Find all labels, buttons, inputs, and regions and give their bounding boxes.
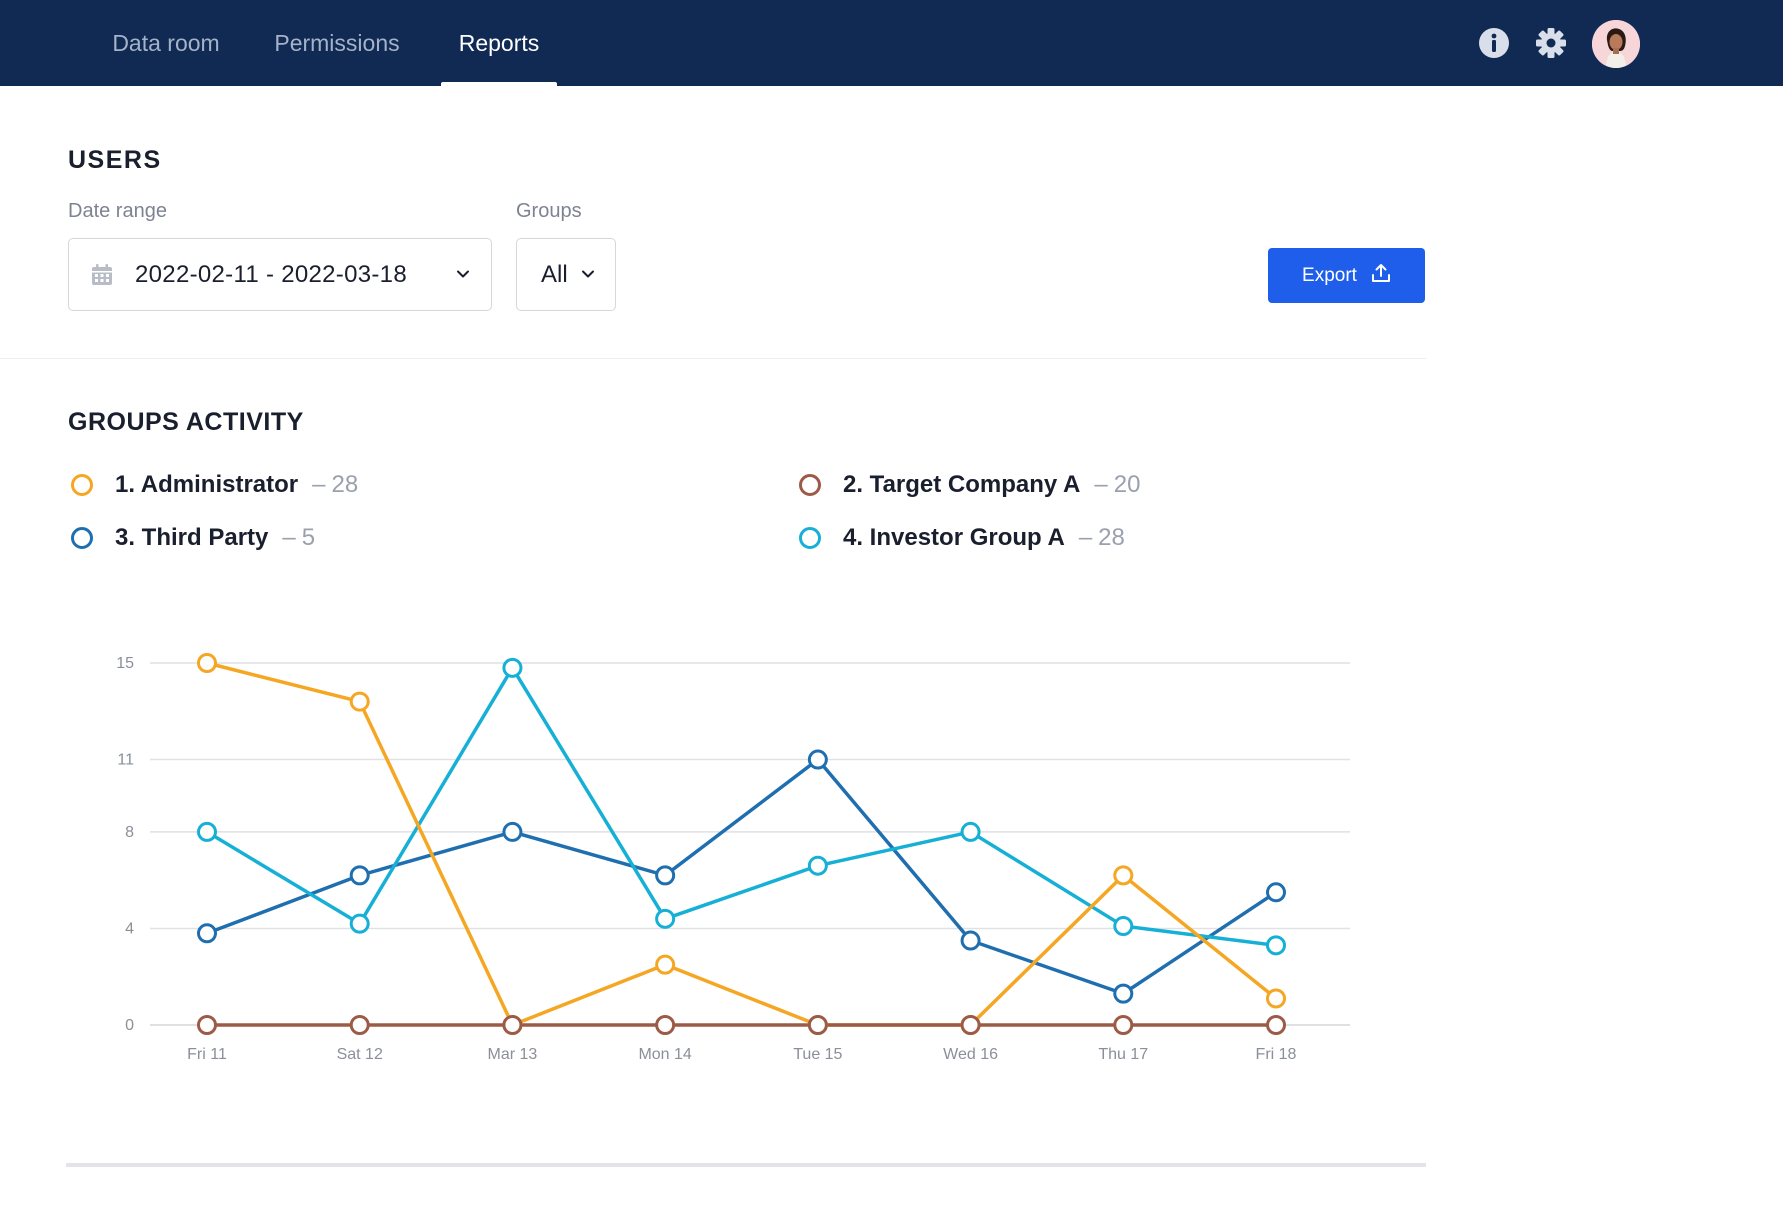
legend-marker (71, 527, 93, 549)
tab-data-room[interactable]: Data room (112, 29, 220, 56)
x-tick-label: Thu 17 (1098, 1046, 1148, 1063)
chevron-down-icon (580, 266, 596, 287)
data-point (960, 821, 981, 842)
data-point (502, 1015, 523, 1035)
groups-value: All (541, 261, 568, 288)
x-tick-label: Fri 18 (1256, 1046, 1297, 1063)
y-tick-label: 11 (117, 752, 134, 769)
data-point (1113, 916, 1134, 937)
data-point (1113, 865, 1134, 886)
x-tick-label: Mar 13 (488, 1046, 538, 1063)
x-tick-label: Mon 14 (638, 1046, 691, 1063)
data-point (349, 1015, 370, 1035)
data-point (1266, 988, 1286, 1009)
legend-item: 4. Investor Group A – 28 (799, 523, 1125, 553)
data-point (197, 923, 217, 944)
legend-name: 3. Third Party (115, 524, 269, 551)
data-point (1266, 882, 1286, 903)
legend-separator: – (312, 471, 326, 498)
bottom-divider (66, 1163, 1426, 1167)
data-point (1113, 1015, 1134, 1035)
data-point (807, 855, 828, 876)
groups-label: Groups (516, 200, 582, 222)
data-point (197, 1015, 217, 1035)
export-label: Export (1302, 264, 1357, 286)
legend-marker (799, 474, 821, 496)
legend-item: 2. Target Company A – 20 (799, 470, 1140, 500)
top-nav-bar: Data room Permissions Reports (0, 0, 1783, 86)
data-point (502, 821, 523, 842)
date-range-value: 2022-02-11 - 2022-03-18 (135, 261, 407, 288)
data-point (1266, 1015, 1286, 1035)
legend-count: 5 (301, 524, 316, 551)
section-divider (0, 358, 1426, 359)
data-point (807, 1015, 828, 1035)
x-tick-label: Tue 15 (793, 1046, 842, 1063)
legend-name: 1. Administrator (115, 471, 299, 498)
data-point (197, 653, 217, 673)
data-point (655, 865, 676, 886)
data-point (349, 691, 370, 712)
calendar-icon (91, 264, 113, 291)
legend-name: 2. Target Company A (843, 471, 1081, 498)
data-point (960, 930, 981, 951)
legend-count: 28 (331, 471, 359, 498)
data-point (349, 913, 370, 934)
legend-separator: – (282, 524, 296, 551)
legend-separator: – (1094, 471, 1108, 498)
x-tick-label: Sat 12 (337, 1046, 383, 1063)
data-point (349, 865, 370, 886)
date-range-select[interactable]: 2022-02-11 - 2022-03-18 (68, 238, 492, 311)
legend-count: 28 (1098, 524, 1125, 551)
groups-activity-line-chart: 0 4 8 11 15 Fri 11 Sat 12 Mar 13 Mon 14 Tue 15 Wed… (116, 653, 1350, 1063)
data-point (807, 749, 828, 770)
info-icon[interactable] (1476, 25, 1512, 61)
data-point (655, 954, 676, 975)
groups-activity-title: GROUPS ACTIVITY (68, 408, 304, 436)
y-tick-label: 15 (116, 655, 134, 672)
date-range-label: Date range (68, 200, 167, 222)
data-point (960, 1015, 981, 1035)
data-point (655, 1015, 676, 1035)
data-point (197, 821, 217, 842)
chevron-down-icon (455, 266, 471, 287)
upload-icon (1371, 263, 1391, 289)
gear-icon[interactable] (1533, 25, 1569, 61)
series-line (206, 757, 1277, 996)
legend-count: 20 (1113, 471, 1141, 498)
export-button[interactable]: Export (1268, 248, 1425, 303)
tab-reports[interactable]: Reports (441, 0, 557, 86)
x-tick-label: Wed 16 (943, 1046, 998, 1063)
legend-name: 4. Investor Group A (843, 524, 1065, 551)
y-tick-label: 0 (125, 1017, 134, 1034)
y-tick-label: 8 (125, 824, 134, 841)
data-point (502, 657, 523, 678)
legend-separator: – (1078, 524, 1093, 551)
y-tick-label: 4 (125, 920, 134, 937)
users-section-title: USERS (68, 146, 162, 174)
avatar[interactable] (1592, 20, 1640, 68)
legend-item: 1. Administrator – 28 (71, 470, 358, 500)
data-point (1266, 935, 1286, 956)
groups-select[interactable]: All (516, 238, 616, 311)
user-photo (1592, 20, 1640, 68)
legend-marker (71, 474, 93, 496)
tab-permissions[interactable]: Permissions (274, 29, 400, 56)
series-line (206, 666, 1277, 948)
data-point (1113, 983, 1134, 1004)
legend-marker (799, 527, 821, 549)
x-tick-label: Fri 11 (187, 1046, 227, 1063)
data-point (655, 908, 676, 929)
legend-item: 3. Third Party – 5 (71, 523, 315, 553)
series-line (206, 661, 1278, 1027)
